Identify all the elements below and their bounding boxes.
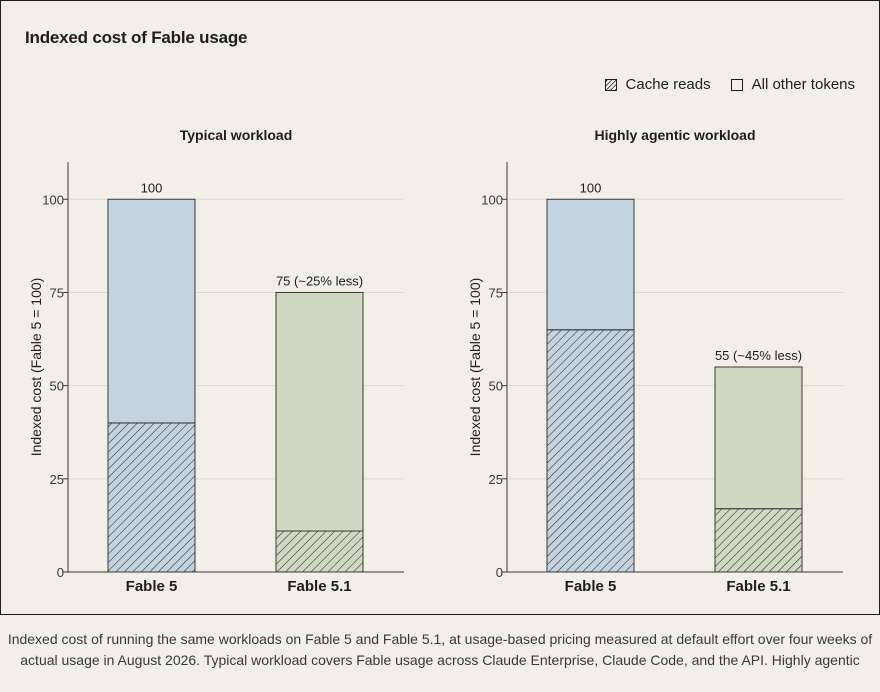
y-tick-label: 75 — [489, 285, 503, 300]
bar-segment-other-tokens — [546, 198, 635, 331]
legend-item-cache-reads: Cache reads — [604, 76, 711, 93]
figure-caption: Indexed cost of running the same workloa… — [0, 629, 880, 671]
y-tick-label: 0 — [57, 565, 64, 580]
bar-segment-other-tokens — [275, 291, 364, 532]
y-tick-label: 25 — [489, 472, 503, 487]
y-tick-label: 100 — [481, 192, 503, 207]
bar-hatch-overlay — [107, 422, 196, 573]
y-tick-label: 50 — [489, 379, 503, 394]
caption-line: Indexed cost of running the same workloa… — [7, 631, 873, 647]
bar-hatch-overlay — [546, 329, 635, 573]
charts-svg: Typical workload 0 25 50 75 100 Indexed cost (… — [28, 127, 843, 595]
bar-total-label: 100 — [580, 180, 602, 195]
x-category-label: Fable 5 — [126, 578, 178, 595]
y-tick-label: 75 — [50, 285, 64, 300]
chart-title: Indexed cost of Fable usage — [25, 28, 248, 47]
legend: Cache reads All other tokens — [585, 76, 855, 93]
y-tick-label: 50 — [50, 379, 64, 394]
subplot-title: Highly agentic workload — [594, 127, 755, 143]
legend-label: Cache reads — [625, 76, 711, 93]
bar-total-label: 55 (~45% less) — [715, 348, 802, 363]
legend-item-other-tokens: All other tokens — [730, 76, 855, 93]
hatched-swatch-icon — [604, 78, 617, 91]
subplot-title: Typical workload — [180, 127, 293, 143]
bar-segment-other-tokens — [107, 198, 196, 424]
y-tick-label: 100 — [42, 192, 64, 207]
bar-hatch-overlay — [714, 508, 803, 573]
x-category-label: Fable 5.1 — [726, 578, 790, 595]
solid-swatch-icon — [730, 78, 743, 91]
bar-total-label: 100 — [141, 180, 163, 195]
x-category-label: Fable 5 — [565, 578, 617, 595]
x-category-label: Fable 5.1 — [287, 578, 351, 595]
bar-total-label: 75 (~25% less) — [276, 273, 363, 288]
y-axis-label: Indexed cost (Fable 5 = 100) — [28, 278, 44, 457]
caption-line: actual usage in August 2026. Typical wor… — [20, 652, 860, 668]
bar-hatch-overlay — [275, 530, 364, 573]
legend-label: All other tokens — [751, 76, 855, 93]
y-tick-label: 25 — [50, 472, 64, 487]
bar-segment-other-tokens — [714, 366, 803, 510]
y-tick-label: 0 — [496, 565, 503, 580]
y-axis-label: Indexed cost (Fable 5 = 100) — [467, 278, 483, 457]
